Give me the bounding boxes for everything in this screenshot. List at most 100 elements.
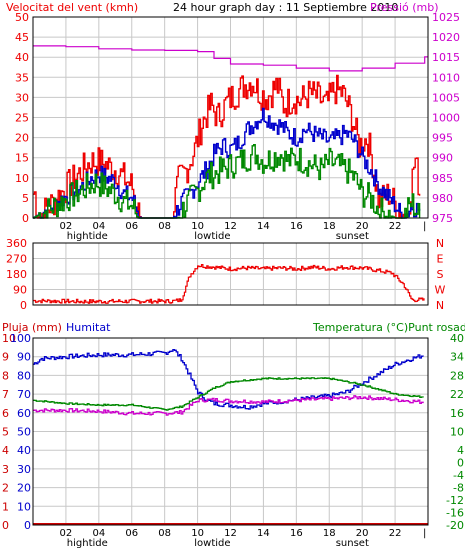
graph-title: 24 hour graph day : 11 Septiembre 2010: [173, 1, 398, 14]
temperature-tick-label: 4: [457, 444, 464, 457]
compass-tick-label: S: [437, 268, 444, 281]
humidity-tick-label: 50: [17, 426, 31, 439]
rain-tick-label: 3: [2, 463, 9, 476]
pressure-label: Pressió (mb): [370, 1, 439, 14]
pressure-tick-label: 1010: [432, 71, 460, 84]
x-tick-label: 12: [224, 528, 237, 539]
temperature-tick-label: -16: [446, 507, 464, 520]
rain-label: Pluja (mm): [2, 321, 62, 334]
x-tick-label: |: [423, 528, 426, 539]
direction-tick-label: 0: [20, 299, 27, 312]
wind-speed-tick-label: 35: [15, 71, 29, 84]
rain-tick-label: 5: [2, 426, 9, 439]
wind-speed-tick-label: 20: [15, 132, 29, 145]
humidity-tick-label: 90: [17, 351, 31, 364]
x-tick-label: 02: [60, 221, 73, 232]
temperature-tick-label: 16: [450, 407, 464, 420]
pressure-line: [33, 45, 428, 72]
x-tick-label: 14: [257, 528, 270, 539]
humidity-tick-label: 10: [17, 500, 31, 513]
dewpoint-line: [33, 395, 424, 416]
rain-tick-label: 0: [2, 519, 9, 532]
x-tick-label: 06: [125, 221, 138, 232]
direction-tick-label: 270: [6, 253, 27, 266]
x-marker-label: hightide: [67, 231, 108, 242]
x-tick-label: 04: [92, 221, 105, 232]
x-tick-label: 16: [290, 221, 303, 232]
panel-2-frame: [32, 242, 429, 306]
x-tick-label: 08: [158, 221, 171, 232]
x-tick-label: 04: [92, 528, 105, 539]
temperature-tick-label: 28: [450, 369, 464, 382]
x-marker-label: lowtide: [194, 538, 230, 549]
temperature-tick-label: -4: [453, 469, 464, 482]
rain-tick-label: 10: [2, 332, 16, 345]
temperature-tick-label: 34: [450, 351, 464, 364]
pressure-tick-label: 1025: [432, 11, 460, 24]
x-tick-label: 08: [158, 528, 171, 539]
x-marker-label: lowtide: [194, 231, 230, 242]
x-marker-label: hightide: [67, 538, 108, 549]
x-tick-label: 20: [356, 221, 369, 232]
humidity-label: Humitat: [66, 321, 111, 334]
x-tick-label: 02: [60, 528, 73, 539]
temperature-line: [33, 377, 424, 411]
temperature-tick-label: -8: [453, 482, 464, 495]
wind-speed-tick-label: 0: [22, 212, 29, 225]
compass-tick-label: E: [437, 253, 444, 266]
x-marker-label: sunset: [336, 538, 369, 549]
rain-tick-label: 1: [2, 500, 9, 513]
wind-speed-tick-label: 10: [15, 172, 29, 185]
x-tick-label: 18: [323, 528, 336, 539]
wind-speed-label: Velocitat del vent (kmh): [6, 1, 138, 14]
pressure-tick-label: 990: [432, 152, 453, 165]
x-marker-label: sunset: [336, 231, 369, 242]
direction-tick-label: 360: [6, 237, 27, 250]
pressure-tick-label: 1005: [432, 91, 460, 104]
x-tick-label: 14: [257, 221, 270, 232]
rain-tick-label: 7: [2, 388, 9, 401]
wind-min-line: [33, 144, 421, 219]
wind-speed-tick-label: 40: [15, 51, 29, 64]
temperature-tick-label: 40: [450, 332, 464, 345]
humidity-tick-label: 100: [10, 332, 31, 345]
wind-speed-tick-label: 30: [15, 91, 29, 104]
x-tick-label: 16: [290, 528, 303, 539]
temperature-tick-label: 0: [457, 457, 464, 470]
temperature-tick-label: -12: [446, 494, 464, 507]
humidity-tick-label: 20: [17, 482, 31, 495]
wind-speed-tick-label: 5: [22, 192, 29, 205]
x-tick-label: 22: [389, 528, 402, 539]
temperature-dewpoint-label: Temperatura (°C)Punt rosada: [312, 321, 465, 334]
wind-speed-tick-label: 25: [15, 112, 29, 125]
pressure-tick-label: 1000: [432, 112, 460, 125]
compass-tick-label: W: [435, 284, 446, 297]
panel-1-frame: [32, 16, 429, 219]
temperature-tick-label: 10: [450, 426, 464, 439]
wind-direction-line: [33, 264, 425, 304]
pressure-tick-label: 1015: [432, 51, 460, 64]
wind-max-line: [33, 74, 421, 219]
rain-tick-label: 2: [2, 482, 9, 495]
temperature-tick-label: -20: [446, 519, 464, 532]
humidity-tick-label: 30: [17, 463, 31, 476]
pressure-tick-label: 995: [432, 132, 453, 145]
x-tick-label: 20: [356, 528, 369, 539]
x-tick-label: 18: [323, 221, 336, 232]
panel-3-frame: [32, 337, 429, 526]
wind-speed-tick-label: 15: [15, 152, 29, 165]
rain-tick-label: 9: [2, 351, 9, 364]
humidity-tick-label: 60: [17, 407, 31, 420]
temperature-tick-label: 22: [450, 388, 464, 401]
humidity-tick-label: 40: [17, 444, 31, 457]
humidity-tick-label: 0: [24, 519, 31, 532]
pressure-tick-label: 985: [432, 172, 453, 185]
direction-tick-label: 180: [6, 268, 27, 281]
direction-tick-label: 90: [13, 284, 27, 297]
x-tick-label: 10: [191, 528, 204, 539]
pressure-tick-label: 975: [432, 212, 453, 225]
humidity-line: [33, 349, 424, 410]
humidity-tick-label: 80: [17, 369, 31, 382]
